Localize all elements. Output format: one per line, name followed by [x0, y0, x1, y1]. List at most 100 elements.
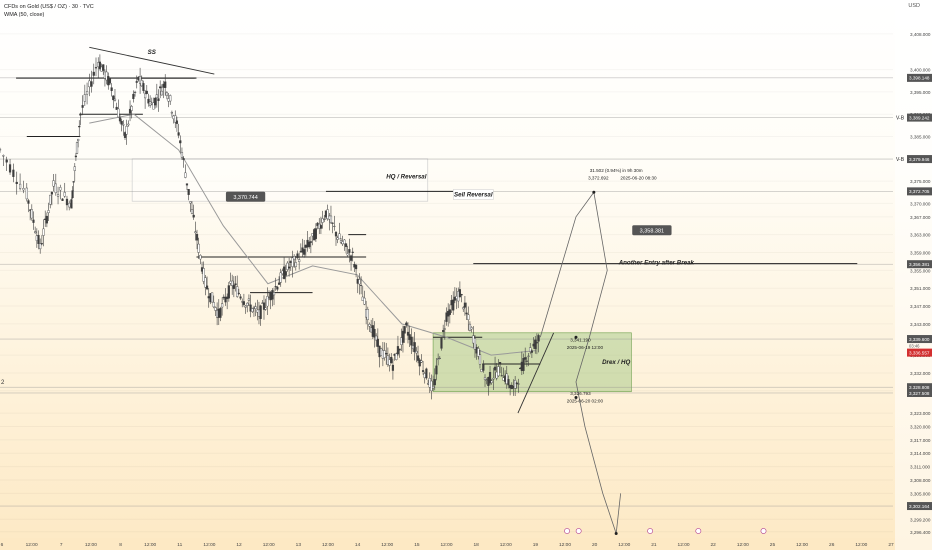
candle-body: [108, 78, 112, 84]
indicator-label[interactable]: WMA (50, close): [4, 12, 45, 18]
price-label-text: 3,358.381: [640, 228, 664, 234]
price-axis-background: [895, 0, 932, 550]
candle-body: [348, 249, 351, 253]
candle-body: [246, 302, 249, 306]
x-tick-label: 12:00: [737, 542, 749, 548]
candle-body: [395, 353, 398, 360]
symbol-title[interactable]: CFDs on Gold (US$ / OZ) · 30 · TVC: [4, 4, 94, 10]
level-price-box: [907, 113, 932, 122]
candle-body: [77, 138, 80, 141]
x-tick-label: 12:00: [559, 542, 571, 548]
price-axis[interactable]: 3,408.0003,400.0003,395.0003,390.0003,38…: [895, 0, 932, 550]
candle-body: [537, 335, 540, 342]
x-tick-label: 6: [1, 542, 4, 548]
candle-body: [515, 382, 518, 385]
annotations: SS HQ / Reversal Sell Reversal Another Entr…: [1, 49, 695, 404]
level-price-label: 3,379.946: [909, 157, 930, 162]
candle-body: [463, 302, 467, 308]
level-price-label: 3,356.381: [909, 262, 930, 267]
event-flag-icon[interactable]: [575, 528, 582, 534]
candle-body: [98, 61, 102, 69]
candle-body: [45, 215, 48, 224]
last-price-label: 3,336.557: [909, 350, 930, 355]
y-tick-label: 3,408.000: [910, 32, 931, 37]
candle-body: [416, 355, 420, 361]
candle-body: [498, 362, 502, 364]
candle-body: [505, 373, 508, 385]
y-tick-label: 3,363.000: [910, 233, 931, 238]
candle-body: [354, 265, 358, 270]
candle-body: [405, 322, 408, 326]
candle-body: [88, 80, 91, 88]
y-tick-label: 3,305.000: [910, 491, 931, 496]
y-tick-label: 3,375.000: [910, 179, 931, 184]
candle-body: [333, 225, 336, 227]
event-flag-icon[interactable]: [564, 528, 570, 534]
candle-body: [18, 183, 22, 189]
candle-body: [59, 187, 62, 191]
candle-body: [237, 292, 240, 294]
candle-body: [197, 243, 200, 253]
candle-body: [473, 338, 477, 350]
candle-body: [452, 299, 455, 311]
y-tick-label: 3,299.200: [910, 517, 931, 522]
candle-body: [323, 218, 326, 220]
x-tick-label: 12:00: [85, 542, 97, 548]
candle-body: [293, 256, 296, 260]
candle-body: [125, 126, 128, 135]
chart-header: CFDs on Gold (US$ / OZ) · 30 · TVC WMA (…: [4, 3, 94, 19]
candle-body: [170, 112, 174, 114]
y-tick-label: 3,351.000: [910, 286, 931, 291]
x-tick-label: 12:00: [144, 542, 156, 548]
candle-body: [346, 253, 349, 256]
candle-body: [184, 172, 187, 178]
candle-body: [5, 159, 8, 163]
candle-body: [458, 289, 461, 298]
x-tick-label: 11: [177, 542, 182, 548]
projection-point: [592, 190, 596, 194]
level-price-label: 3,328.808: [909, 385, 930, 390]
currency-label: USD: [908, 3, 920, 9]
event-flag-icon[interactable]: [760, 528, 767, 534]
price-label-box: [632, 225, 672, 236]
candle-body: [279, 272, 282, 283]
candle-body: [61, 198, 64, 201]
x-tick-label: 12:00: [440, 542, 452, 548]
candle-body: [112, 95, 115, 101]
annotation-text: Sell Reversal: [454, 192, 493, 199]
candle-body: [477, 348, 480, 357]
candle-body: [482, 364, 485, 371]
candle-body: [54, 183, 57, 194]
candle-body: [194, 231, 197, 234]
event-flag-icon[interactable]: [647, 528, 654, 534]
candle-body: [42, 228, 45, 236]
candle-body: [284, 271, 287, 276]
candle-body: [438, 357, 441, 359]
level-price-label: 3,389.242: [909, 115, 930, 120]
candle-body: [358, 279, 361, 285]
candle-body: [298, 259, 301, 262]
projection-path: [539, 190, 622, 536]
candle-body: [135, 81, 138, 83]
zones: [131, 158, 632, 393]
candle-body: [83, 94, 86, 102]
candle-body: [319, 225, 323, 229]
candle-body: [418, 359, 421, 367]
time-axis-background: [0, 538, 895, 550]
x-tick-label: 7: [60, 542, 63, 548]
candle-body: [432, 386, 435, 389]
candle-body: [68, 202, 71, 208]
candle-body: [391, 364, 395, 371]
y-tick-label: 3,400.000: [910, 68, 931, 73]
candle-body: [288, 266, 291, 269]
candle-body: [274, 286, 277, 288]
time-axis[interactable]: 6 12:00 7 12:00 8 12:00 11 12:00 12 12:00 13 12:00 1…: [0, 528, 895, 550]
candle-body: [338, 233, 341, 240]
x-tick-label: 20: [592, 542, 598, 548]
candle-body: [410, 336, 413, 346]
wma-series-line: [89, 113, 536, 356]
ss-trendline: [89, 46, 215, 75]
candle-body: [79, 113, 82, 116]
event-flag-icon[interactable]: [695, 528, 702, 534]
